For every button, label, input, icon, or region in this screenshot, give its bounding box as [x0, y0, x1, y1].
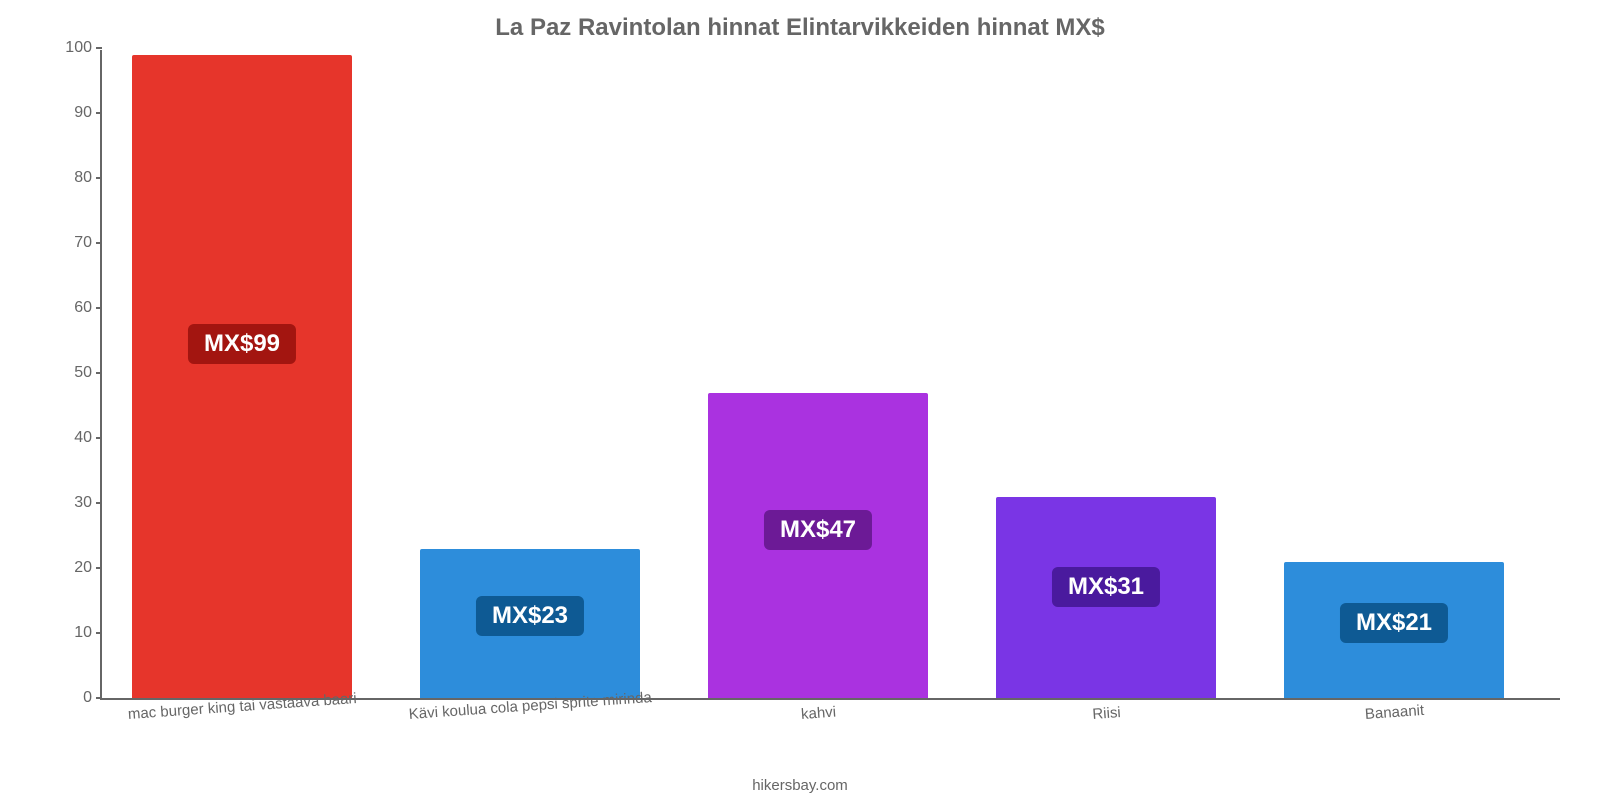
y-tick-mark [96, 567, 102, 569]
y-tick-mark [96, 502, 102, 504]
y-tick-mark [96, 437, 102, 439]
bar-value-label: MX$21 [1340, 603, 1448, 643]
y-tick-label: 0 [52, 689, 92, 707]
y-tick-mark [96, 697, 102, 699]
x-category-label: kahvi [800, 704, 836, 723]
x-category-label: Riisi [1092, 704, 1121, 723]
bar-value-label: MX$23 [476, 596, 584, 636]
y-tick-mark [96, 372, 102, 374]
y-tick-label: 30 [52, 494, 92, 512]
y-tick-label: 80 [52, 169, 92, 187]
y-tick-label: 60 [52, 299, 92, 317]
y-tick-mark [96, 242, 102, 244]
y-tick-label: 50 [52, 364, 92, 382]
chart-credit: hikersbay.com [0, 777, 1600, 794]
y-tick-mark [96, 307, 102, 309]
x-category-label: Banaanit [1364, 702, 1424, 723]
bar [132, 55, 352, 699]
y-tick-mark [96, 112, 102, 114]
y-tick-mark [96, 47, 102, 49]
bar-value-label: MX$47 [764, 510, 872, 550]
y-tick-mark [96, 177, 102, 179]
y-tick-label: 100 [52, 39, 92, 57]
y-tick-label: 20 [52, 559, 92, 577]
plot-area: 0102030405060708090100MX$99mac burger ki… [100, 50, 1560, 700]
y-tick-mark [96, 632, 102, 634]
y-tick-label: 40 [52, 429, 92, 447]
bar-value-label: MX$99 [188, 324, 296, 364]
chart-container: La Paz Ravintolan hinnat Elintarvikkeide… [0, 0, 1600, 800]
y-tick-label: 90 [52, 104, 92, 122]
bar-value-label: MX$31 [1052, 567, 1160, 607]
y-tick-label: 10 [52, 624, 92, 642]
y-tick-label: 70 [52, 234, 92, 252]
chart-title: La Paz Ravintolan hinnat Elintarvikkeide… [0, 14, 1600, 42]
